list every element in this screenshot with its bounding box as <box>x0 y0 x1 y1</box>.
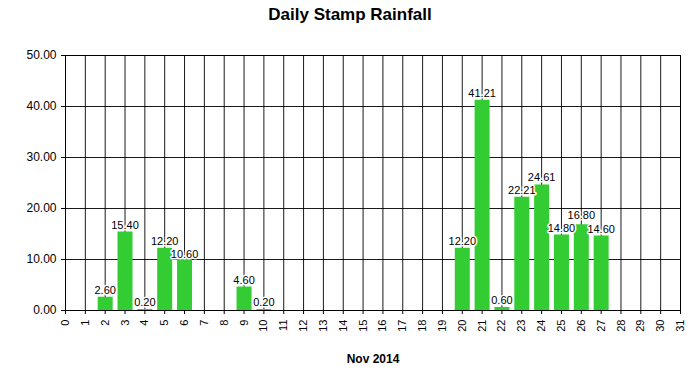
svg-text:16.80: 16.80 <box>568 209 596 221</box>
svg-text:0: 0 <box>59 320 71 326</box>
svg-text:24.61: 24.61 <box>528 171 556 183</box>
svg-text:24: 24 <box>535 320 547 332</box>
svg-text:8: 8 <box>218 320 230 326</box>
svg-text:41.21: 41.21 <box>468 87 496 99</box>
svg-text:17: 17 <box>396 320 408 332</box>
svg-text:21: 21 <box>476 320 488 332</box>
svg-text:2.60: 2.60 <box>94 284 115 296</box>
svg-text:26: 26 <box>575 320 587 332</box>
svg-text:31: 31 <box>674 320 686 332</box>
svg-text:3: 3 <box>119 320 131 326</box>
svg-text:15: 15 <box>357 320 369 332</box>
svg-text:10: 10 <box>257 320 269 332</box>
svg-text:20: 20 <box>456 320 468 332</box>
html-text:Daily Stamp Rainfall: Daily Stamp Rainfall <box>268 5 432 24</box>
svg-text:40.00: 40.00 <box>26 99 56 113</box>
svg-text:5: 5 <box>158 320 170 326</box>
svg-text:4: 4 <box>138 320 150 326</box>
svg-text:12.20: 12.20 <box>151 235 179 247</box>
svg-text:29: 29 <box>634 320 646 332</box>
svg-text:0.20: 0.20 <box>134 296 155 308</box>
svg-text:22: 22 <box>495 320 507 332</box>
svg-text:7: 7 <box>198 320 210 326</box>
svg-text:28: 28 <box>615 320 627 332</box>
svg-text:50.00: 50.00 <box>26 48 56 62</box>
svg-text:10.00: 10.00 <box>26 252 56 266</box>
svg-text:11: 11 <box>277 320 289 331</box>
svg-text:15.40: 15.40 <box>111 219 139 231</box>
svg-text:30: 30 <box>654 320 666 332</box>
svg-text:0.60: 0.60 <box>491 294 512 306</box>
svg-text:12.20: 12.20 <box>449 235 477 247</box>
svg-text:30.00: 30.00 <box>26 150 56 164</box>
svg-text:10.60: 10.60 <box>171 248 199 260</box>
svg-text:2: 2 <box>99 320 111 326</box>
svg-text:16: 16 <box>376 320 388 332</box>
svg-text:14: 14 <box>337 320 349 332</box>
svg-text:6: 6 <box>178 320 190 326</box>
svg-text:Nov 2014: Nov 2014 <box>347 352 400 366</box>
svg-text:25: 25 <box>555 320 567 332</box>
svg-text:4.60: 4.60 <box>233 274 254 286</box>
svg-text:20.00: 20.00 <box>26 201 56 215</box>
svg-text:14.80: 14.80 <box>548 222 576 234</box>
svg-text:0.20: 0.20 <box>253 296 274 308</box>
svg-text:19: 19 <box>436 320 448 332</box>
svg-text:22.21: 22.21 <box>508 184 536 196</box>
svg-text:9: 9 <box>238 320 250 326</box>
svg-text:27: 27 <box>595 320 607 332</box>
svg-text:13: 13 <box>317 320 329 332</box>
svg-text:18: 18 <box>416 320 428 332</box>
svg-text:14.60: 14.60 <box>587 223 615 235</box>
svg-text:0.00: 0.00 <box>33 303 57 317</box>
svg-text:23: 23 <box>515 320 527 332</box>
svg-text:1: 1 <box>79 320 91 326</box>
svg-text:12: 12 <box>297 320 309 332</box>
